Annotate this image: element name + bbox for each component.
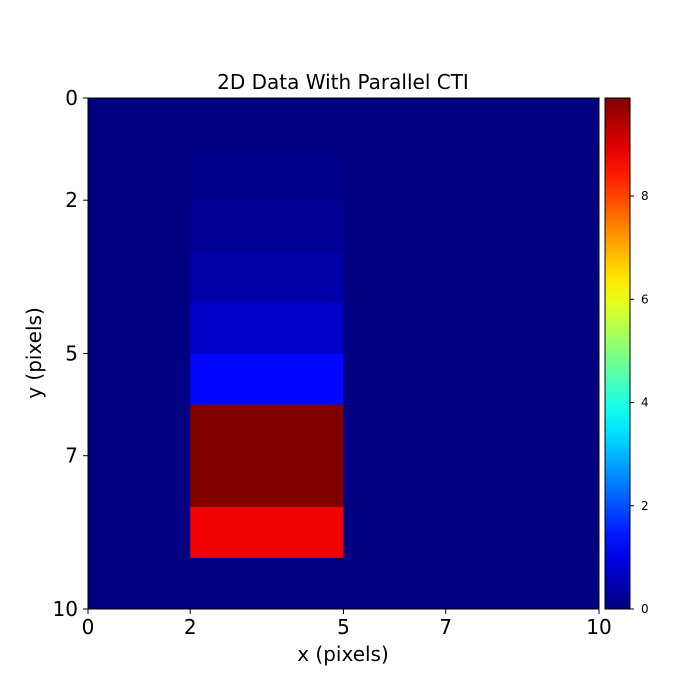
y-tick-label: 5 bbox=[65, 342, 78, 366]
colorbar-tick-label: 2 bbox=[641, 499, 649, 513]
x-tick-label: 10 bbox=[586, 615, 611, 639]
heatmap-cell bbox=[190, 353, 344, 405]
x-tick-label: 0 bbox=[82, 615, 95, 639]
x-tick-label: 5 bbox=[337, 615, 350, 639]
y-tick-label: 0 bbox=[65, 86, 78, 110]
heatmap-cell bbox=[190, 200, 344, 252]
heatmap-cell bbox=[190, 149, 344, 201]
heatmap-cell bbox=[190, 251, 344, 303]
colorbar-tick-label: 4 bbox=[641, 396, 649, 410]
x-tick-label: 7 bbox=[439, 615, 452, 639]
x-tick-label: 2 bbox=[184, 615, 197, 639]
colorbar-gradient bbox=[604, 97, 631, 610]
colorbar-tick-label: 6 bbox=[641, 292, 649, 306]
y-tick-label: 2 bbox=[65, 188, 78, 212]
y-axis-label: y (pixels) bbox=[22, 307, 46, 399]
heatmap-cell bbox=[190, 302, 344, 354]
chart-title: 2D Data With Parallel CTI bbox=[217, 70, 469, 94]
colorbar-tick-label: 8 bbox=[641, 189, 649, 203]
y-tick-label: 10 bbox=[53, 597, 78, 621]
colorbar: 0 2 4 6 8 bbox=[604, 97, 649, 616]
heatmap-cell bbox=[190, 404, 344, 507]
heatmap-cell bbox=[190, 506, 344, 558]
x-axis-label: x (pixels) bbox=[297, 642, 389, 666]
y-tick-label: 7 bbox=[65, 444, 78, 468]
colorbar-tick-label: 0 bbox=[641, 602, 649, 616]
